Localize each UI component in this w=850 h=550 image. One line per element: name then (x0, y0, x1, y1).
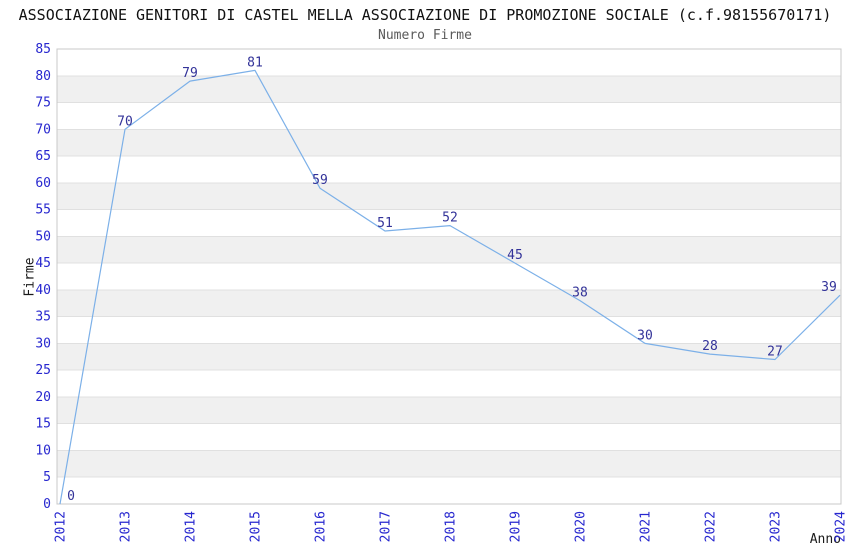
y-tick-label: 40 (35, 283, 51, 298)
y-tick-label: 35 (35, 310, 51, 325)
x-tick-label: 2016 (314, 511, 329, 542)
grid-stripe (57, 75, 841, 103)
y-tick-label: 85 (35, 42, 51, 57)
grid-stripe (57, 236, 841, 264)
grid-stripe (57, 289, 841, 317)
x-tick-label: 2023 (769, 511, 784, 542)
data-point-label: 30 (637, 328, 653, 343)
data-point-label: 39 (821, 280, 837, 295)
y-tick-label: 55 (35, 203, 51, 218)
y-tick-label: 10 (35, 444, 51, 459)
x-tick-label: 2022 (704, 511, 719, 542)
data-point-label: 51 (377, 216, 393, 231)
y-tick-label: 20 (35, 390, 51, 405)
y-tick-label: 50 (35, 229, 51, 244)
chart-title: ASSOCIAZIONE GENITORI DI CASTEL MELLA AS… (18, 6, 832, 24)
x-tick-label: 2012 (54, 511, 69, 542)
grid-stripe (57, 396, 841, 424)
x-tick-label: 2014 (184, 511, 199, 542)
data-point-label: 79 (182, 66, 198, 81)
grid-stripe (57, 129, 841, 157)
x-tick-label: 2015 (249, 511, 264, 542)
x-tick-label: 2013 (119, 511, 134, 542)
y-tick-label: 25 (35, 363, 51, 378)
x-tick-label: 2024 (834, 511, 849, 542)
y-tick-label: 45 (35, 256, 51, 271)
series-line (59, 69, 841, 505)
y-tick-label: 0 (43, 497, 51, 512)
chart-subtitle: Numero Firme (378, 28, 472, 43)
x-tick-label: 2017 (379, 511, 394, 542)
data-point-label: 28 (702, 339, 718, 354)
x-tick-label: 2021 (639, 511, 654, 542)
y-tick-label: 80 (35, 69, 51, 84)
data-point-label: 38 (572, 286, 588, 301)
data-point-label: 70 (117, 114, 133, 129)
plot-border (56, 48, 842, 505)
grid-stripe (57, 182, 841, 210)
x-tick-label: 2019 (509, 511, 524, 542)
x-axis-label: Anno (809, 532, 841, 547)
grid-stripe (57, 343, 841, 371)
data-point-label: 45 (507, 248, 523, 263)
data-point-label: 81 (247, 55, 263, 70)
y-tick-label: 75 (35, 96, 51, 111)
data-point-label: 0 (67, 489, 75, 504)
x-tick-label: 2020 (574, 511, 589, 542)
y-tick-label: 65 (35, 149, 51, 164)
data-point-label: 27 (767, 345, 783, 360)
y-tick-label: 15 (35, 417, 51, 432)
y-tick-label: 30 (35, 336, 51, 351)
y-tick-label: 5 (43, 470, 51, 485)
grid-stripe (57, 450, 841, 478)
data-point-label: 59 (312, 173, 328, 188)
x-tick-label: 2018 (444, 511, 459, 542)
y-tick-label: 70 (35, 122, 51, 137)
y-tick-label: 60 (35, 176, 51, 191)
data-point-label: 52 (442, 211, 458, 226)
